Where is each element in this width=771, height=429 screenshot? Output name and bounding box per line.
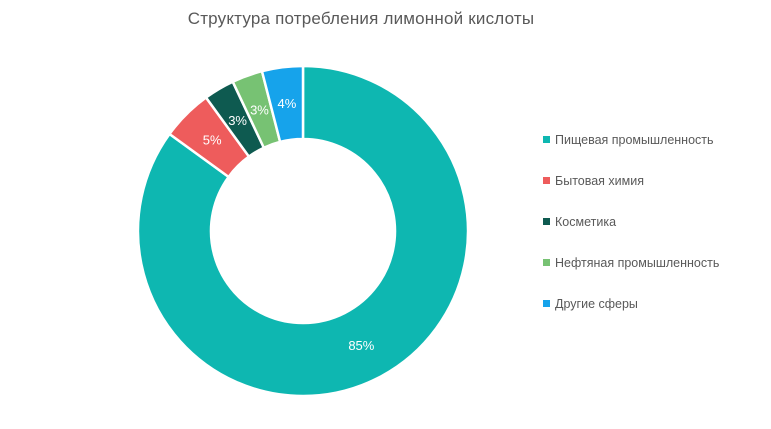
legend-item-2: Косметика [543,213,719,230]
legend-item-4: Другие сферы [543,295,719,312]
pie-slice-0 [136,64,470,398]
slice-data-label-3: 3% [250,103,269,118]
slice-data-label-0: 85% [348,338,374,353]
legend-label: Косметика [555,214,617,229]
legend-swatch-icon [543,259,550,266]
legend-item-1: Бытовая химия [543,172,719,189]
legend-item-0: Пищевая промышленность [543,131,719,148]
legend-label: Другие сферы [555,296,638,311]
legend-swatch-icon [543,136,550,143]
legend-swatch-icon [543,177,550,184]
legend-swatch-icon [543,300,550,307]
legend-label: Нефтяная промышленность [555,255,720,270]
legend-swatch-icon [543,218,550,225]
chart-legend: Пищевая промышленность Бытовая химия Косме… [543,131,719,336]
pie-slice-4 [260,64,305,144]
legend-item-3: Нефтяная промышленность [543,254,719,271]
slice-data-label-1: 5% [203,133,222,148]
legend-label: Пищевая промышленность [555,132,714,147]
slice-data-label-2: 3% [228,113,247,128]
legend-label: Бытовая химия [555,173,644,188]
chart-title: Структура потребления лимонной кислоты [187,9,535,28]
slice-data-label-4: 4% [277,96,296,111]
